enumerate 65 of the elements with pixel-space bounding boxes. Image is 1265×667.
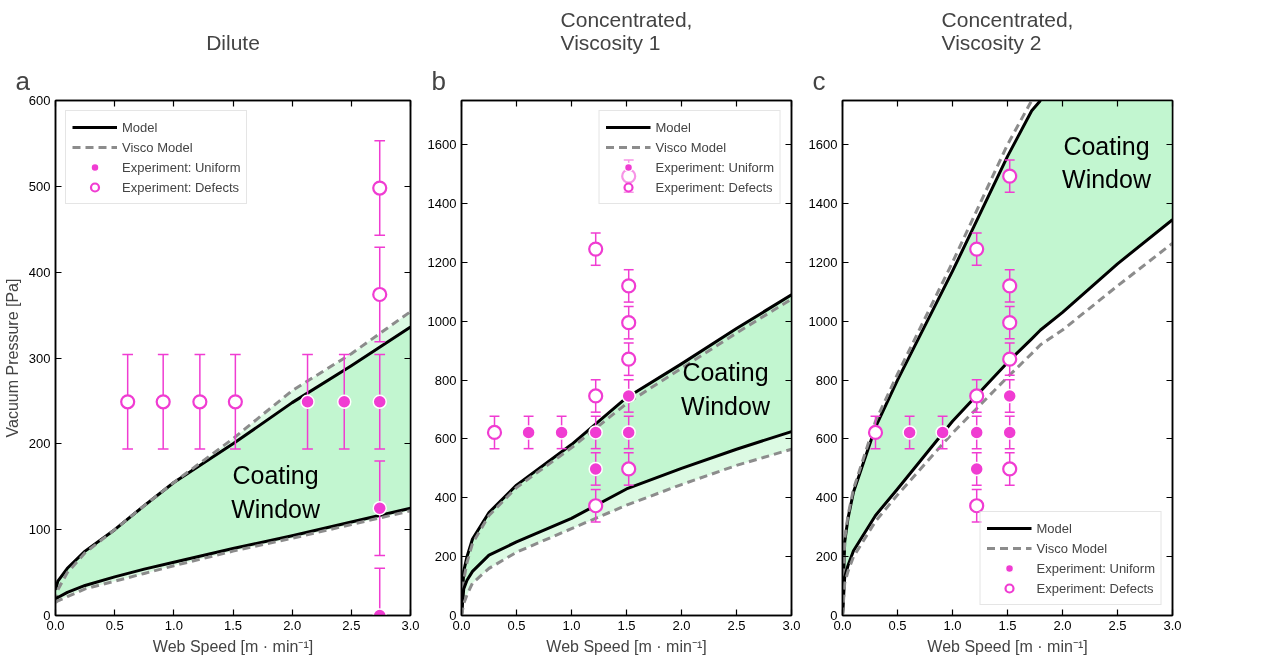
x-axis-title: Web Speed [m · min⁻¹] — [927, 637, 1088, 655]
x-tick-label: 1.5 — [998, 617, 1017, 633]
y-tick-label: 400 — [434, 490, 457, 506]
x-tick-label: 2.5 — [1108, 617, 1127, 633]
y-tick-label: 500 — [28, 178, 51, 194]
y-axis-title: Vacuum Pressure [Pa] — [3, 278, 21, 438]
text: c — [812, 65, 826, 96]
y-tick-label: 1400 — [427, 196, 457, 211]
y-tick-label: 300 — [28, 350, 51, 366]
x-tick-label: 1.5 — [223, 617, 243, 633]
y-tick-label: 800 — [434, 372, 457, 388]
x-axis-title: Web Speed [m · min⁻¹] — [546, 637, 707, 655]
chart-title: Concentrated, Viscosity 1 — [560, 7, 693, 54]
y-tick-label: 600 — [28, 93, 51, 108]
legend-label: Model — [1036, 520, 1072, 536]
legend-label: Experiment: Uniform — [122, 159, 241, 175]
y-tick-label: 600 — [815, 431, 838, 447]
x-tick-label: 3.0 — [1163, 617, 1182, 633]
x-tick-label: 2.5 — [342, 617, 361, 633]
x-tick-label: 1.5 — [617, 617, 636, 633]
legend-label: Model — [655, 119, 691, 135]
chart-title: Dilute — [206, 30, 260, 54]
legend-label: Visco Model — [1036, 540, 1108, 556]
x-tick-label: 3.0 — [782, 617, 801, 633]
chart-title: Concentrated, Viscosity 2 — [941, 7, 1074, 54]
x-tick-label: 3.0 — [401, 617, 420, 633]
y-tick-label: 800 — [815, 372, 838, 388]
y-tick-label: 100 — [28, 522, 51, 538]
x-tick-label: 1.0 — [562, 617, 581, 633]
x-tick-label: 2.5 — [727, 617, 746, 633]
legend-label: Visco Model — [122, 139, 193, 155]
x-tick-label: 0.5 — [507, 617, 526, 633]
y-tick-label: 1200 — [808, 254, 838, 270]
legend-label: Experiment: Uniform — [1036, 560, 1155, 576]
text: b — [431, 65, 446, 96]
legend-label: Experiment: Defects — [655, 179, 773, 195]
legend-label: Visco Model — [655, 139, 727, 155]
y-tick-label: 200 — [815, 549, 838, 565]
y-tick-label: 1600 — [427, 137, 457, 153]
legend-label: Experiment: Defects — [1036, 580, 1154, 596]
x-tick-label: 1.0 — [943, 617, 962, 633]
y-tick-label: 1400 — [808, 196, 838, 211]
legend-label: Experiment: Uniform — [655, 159, 774, 175]
legend-label: Model — [122, 119, 158, 135]
y-tick-label: 1000 — [427, 313, 457, 329]
x-tick-label: 2.0 — [1053, 617, 1072, 633]
y-tick-label: 1600 — [808, 137, 838, 153]
x-axis-title: Web Speed [m · min⁻¹] — [152, 637, 314, 655]
y-tick-label: 400 — [28, 264, 51, 280]
text: a — [15, 65, 31, 96]
y-tick-label: 600 — [434, 431, 457, 447]
x-tick-label: 1.0 — [164, 617, 183, 633]
x-tick-label: 0.5 — [105, 617, 124, 633]
y-tick-label: 400 — [815, 490, 838, 506]
legend-label: Experiment: Defects — [122, 179, 240, 195]
y-tick-label: 200 — [434, 549, 457, 565]
annotation: Coating Window — [231, 461, 321, 523]
x-tick-label: 2.0 — [283, 617, 302, 633]
x-tick-label: 2.0 — [672, 617, 691, 633]
annotation: Coating Window — [681, 358, 771, 420]
x-tick-label: 0.5 — [888, 617, 907, 633]
annotation: Coating Window — [1062, 131, 1152, 194]
y-tick-label: 200 — [28, 436, 51, 452]
y-tick-label: 1000 — [808, 313, 838, 329]
y-tick-label: 1200 — [427, 254, 457, 270]
